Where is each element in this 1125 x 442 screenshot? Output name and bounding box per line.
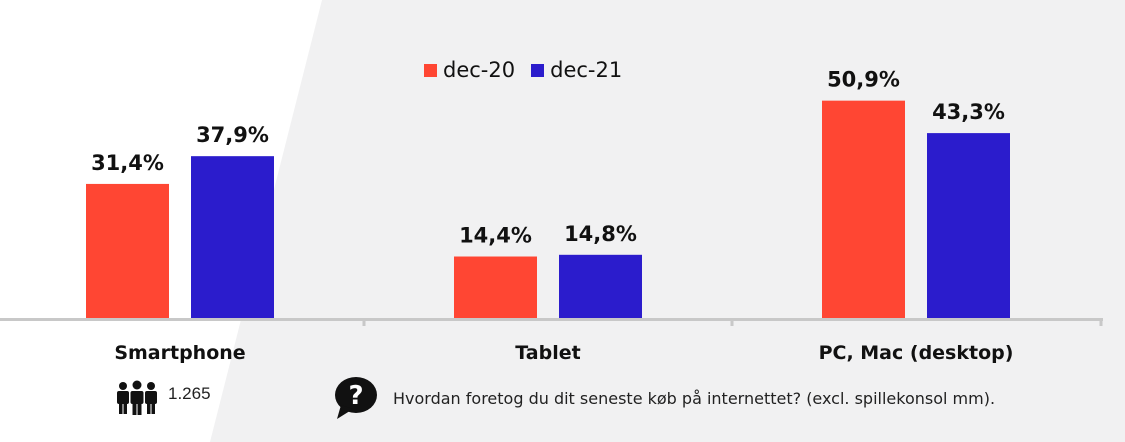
legend: dec-20 dec-21: [424, 58, 638, 82]
bar-dec-20-0: [86, 183, 169, 318]
question-bubble-icon: ?: [335, 377, 377, 419]
respondents-count: 1.265: [114, 380, 211, 416]
people-group-icon: [117, 380, 157, 415]
data-label-dec-20-0: 31,4%: [91, 151, 164, 175]
legend-label-dec-21: dec-21: [550, 58, 623, 82]
svg-text:?: ?: [348, 381, 363, 411]
data-label-dec-20-2: 50,9%: [827, 68, 900, 92]
legend-label-dec-20: dec-20: [443, 58, 516, 82]
bar-dec-21-2: [927, 133, 1010, 318]
data-label-dec-21-1: 14,8%: [564, 222, 637, 246]
question-text: Hvordan foretog du dit seneste køb på in…: [393, 388, 996, 408]
category-label-1: Tablet: [515, 342, 580, 364]
legend-swatch-dec-20: [424, 63, 437, 77]
data-label-dec-21-2: 43,3%: [932, 100, 1005, 124]
data-label-dec-20-1: 14,4%: [459, 224, 532, 248]
legend-item-dec-20: dec-20: [424, 58, 515, 82]
bar-dec-20-1: [454, 256, 537, 318]
bar-dec-21-0: [191, 156, 274, 318]
legend-item-dec-21: dec-21: [531, 58, 622, 82]
legend-swatch-dec-21: [531, 63, 545, 77]
category-label-2: PC, Mac (desktop): [819, 342, 1014, 364]
survey-question: ? Hvordan foretog du dit seneste køb på …: [333, 376, 995, 420]
data-label-dec-21-0: 37,9%: [196, 123, 269, 147]
respondents-value: 1.265: [168, 384, 211, 403]
bar-dec-20-2: [822, 100, 905, 318]
bar-dec-21-1: [559, 254, 642, 318]
category-label-0: Smartphone: [114, 342, 245, 364]
